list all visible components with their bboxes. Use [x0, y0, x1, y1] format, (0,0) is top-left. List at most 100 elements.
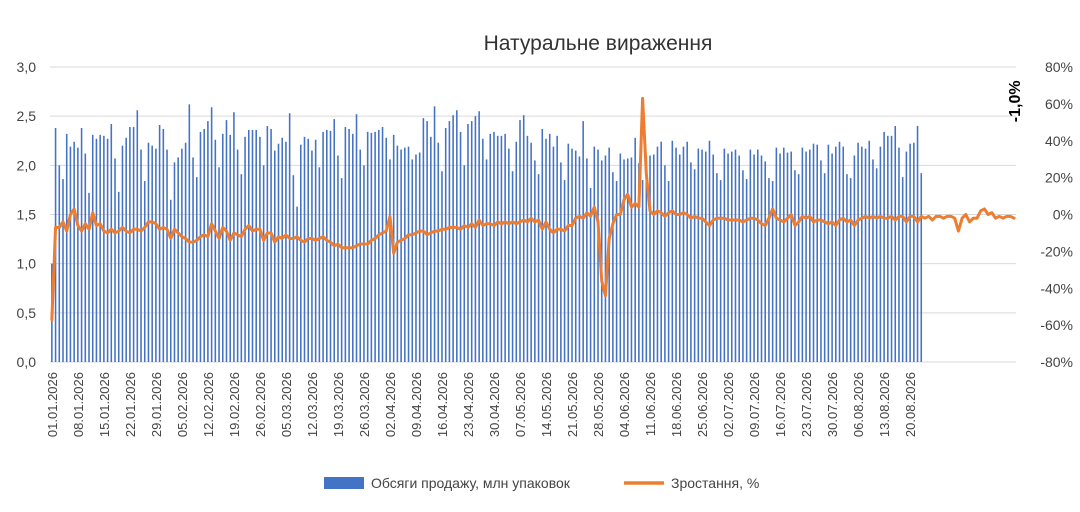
- bar: [296, 206, 298, 362]
- bar: [812, 143, 815, 362]
- bar: [868, 140, 871, 362]
- bar: [846, 174, 848, 362]
- bar: [626, 158, 629, 362]
- bar: [103, 135, 105, 362]
- bar: [593, 146, 596, 362]
- bar: [522, 115, 525, 363]
- legend-line-label: Зростання, %: [671, 475, 759, 491]
- bar: [612, 172, 614, 362]
- bar: [69, 146, 72, 362]
- growth-line: [50, 96, 1016, 322]
- bar: [80, 127, 83, 362]
- bar: [129, 126, 131, 362]
- bar: [344, 126, 347, 362]
- x-tick-label: 02.04.2026: [383, 372, 398, 437]
- chart-title: Натуральне вираження: [484, 32, 713, 55]
- bar: [151, 145, 153, 362]
- bar: [58, 165, 61, 362]
- bar: [630, 157, 633, 362]
- bar: [84, 153, 87, 362]
- right-tick-label: 20%: [1045, 170, 1073, 186]
- bar: [745, 179, 748, 362]
- bar: [816, 144, 819, 362]
- legend-bar-swatch: [324, 477, 364, 489]
- bar: [73, 141, 75, 362]
- bar: [155, 148, 157, 362]
- bar: [909, 143, 911, 362]
- x-tick-label: 12.03.2026: [305, 372, 320, 437]
- bar: [259, 136, 261, 362]
- bar: [147, 142, 150, 362]
- bar: [563, 180, 566, 362]
- bar: [251, 129, 254, 362]
- legend-bar-label: Обсяги продажу, млн упаковок: [371, 475, 571, 491]
- bar: [526, 135, 529, 362]
- bar: [270, 128, 272, 362]
- bar: [660, 141, 662, 362]
- bar: [678, 154, 681, 362]
- bar: [181, 148, 183, 362]
- bar: [482, 138, 484, 362]
- x-tick-label: 09.04.2026: [409, 372, 424, 437]
- bar: [686, 141, 688, 362]
- bar: [62, 179, 64, 362]
- bar: [210, 107, 213, 362]
- bar: [244, 136, 246, 362]
- bar: [913, 142, 915, 362]
- x-axis-ticks: 01.01.2026 08.01.2026 15.01.2026 22.01.2026…: [45, 372, 918, 437]
- bar: [771, 181, 774, 362]
- bar: [727, 153, 729, 362]
- x-tick-label: 18.06.2026: [669, 372, 684, 437]
- bar: [404, 147, 406, 362]
- bar: [355, 114, 358, 362]
- bar: [894, 126, 897, 362]
- left-tick-label: 0,5: [17, 305, 37, 321]
- bar: [500, 135, 503, 362]
- bar: [207, 121, 209, 362]
- bar: [400, 149, 402, 362]
- bar: [221, 133, 224, 362]
- bar: [623, 159, 625, 362]
- right-axis-ticks: -80% -60% -40% -20% 0% 20% 40% 60% 80%: [1040, 59, 1073, 370]
- bar: [378, 129, 380, 362]
- bar: [783, 147, 785, 362]
- bar: [582, 121, 584, 362]
- bar: [849, 178, 852, 362]
- bar: [556, 135, 558, 362]
- bar: [779, 153, 781, 362]
- bar: [489, 133, 492, 362]
- bar: [541, 128, 544, 362]
- bar: [247, 129, 250, 362]
- bar: [548, 133, 551, 362]
- x-tick-label: 16.04.2026: [435, 372, 450, 437]
- bar: [890, 135, 893, 362]
- bar: [537, 174, 540, 362]
- x-tick-label: 21.05.2026: [565, 372, 580, 437]
- bar: [441, 171, 443, 362]
- bar: [589, 187, 592, 362]
- bar: [872, 159, 874, 362]
- bar: [775, 147, 778, 362]
- bar: [177, 157, 179, 362]
- bar: [835, 146, 837, 362]
- bar: [329, 130, 332, 362]
- bar: [277, 143, 280, 362]
- bar: [114, 158, 116, 362]
- bar: [716, 173, 718, 362]
- x-tick-label: 25.06.2026: [695, 372, 710, 437]
- bar: [719, 180, 722, 362]
- bar: [738, 155, 740, 362]
- bar: [169, 199, 172, 362]
- bar: [214, 139, 217, 362]
- bar: [444, 127, 447, 362]
- bar: [426, 121, 428, 362]
- bar: [504, 133, 506, 362]
- x-tick-label: 19.03.2026: [331, 372, 346, 437]
- x-tick-label: 08.01.2026: [71, 372, 86, 437]
- bar: [326, 129, 328, 362]
- bar: [768, 178, 770, 362]
- bar: [184, 142, 187, 362]
- bar: [734, 149, 737, 362]
- bar: [760, 155, 763, 362]
- gridlines: [50, 66, 1016, 363]
